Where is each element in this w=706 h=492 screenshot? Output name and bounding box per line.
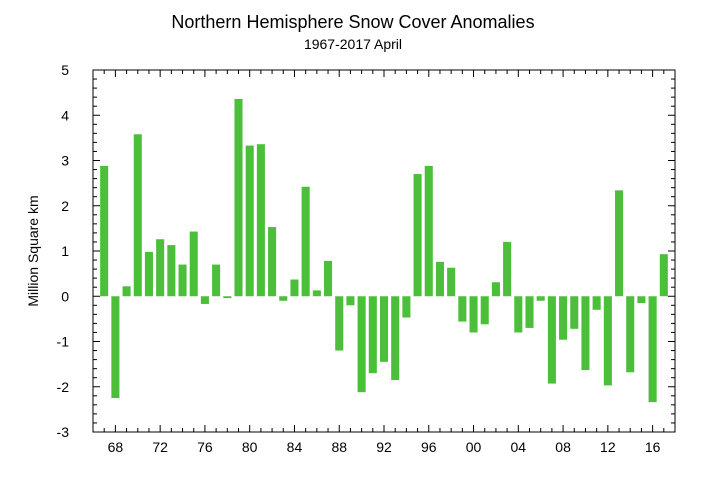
bar-2006	[536, 296, 545, 301]
bar-1987	[324, 260, 333, 297]
y-tick-label: 3	[61, 153, 69, 169]
y-tick-label: -1	[57, 334, 70, 350]
bar-1979	[234, 98, 243, 297]
x-tick-label: 08	[555, 439, 571, 455]
plot-frame	[92, 69, 676, 433]
y-tick-label: -3	[57, 424, 70, 440]
y-tick-label: 0	[61, 288, 69, 304]
bar-1967	[100, 165, 109, 297]
bar-1989	[346, 296, 355, 306]
bar-2015	[637, 296, 646, 304]
bar-2003	[503, 241, 512, 297]
x-tick-label: 68	[108, 439, 124, 455]
bar-2016	[648, 296, 657, 403]
bar-1994	[402, 296, 411, 318]
bar-1980	[245, 145, 254, 297]
bar-1972	[156, 239, 165, 297]
bar-1981	[256, 144, 265, 297]
y-tick-label: 4	[61, 107, 69, 123]
bar-1985	[301, 186, 310, 297]
bar-1970	[133, 134, 142, 297]
bar-1988	[335, 296, 344, 351]
bar-1983	[279, 296, 288, 301]
chart-subtitle: 1967-2017 April	[303, 36, 403, 52]
y-tick-label: 5	[61, 62, 69, 78]
bar-1968	[111, 296, 120, 399]
bar-1975	[189, 231, 198, 297]
bar-2007	[547, 296, 556, 384]
x-tick-label: 84	[287, 439, 303, 455]
bar-2004	[514, 296, 523, 333]
bar-1973	[167, 245, 176, 297]
bar-2009	[570, 296, 579, 329]
bar-1993	[391, 296, 400, 380]
bar-2005	[525, 296, 534, 328]
bar-2013	[615, 190, 624, 297]
bar-2011	[592, 296, 601, 310]
bar-1978	[223, 296, 232, 299]
x-tick-label: 88	[331, 439, 347, 455]
y-axis-label: Million Square km	[25, 195, 41, 306]
bar-1982	[268, 227, 277, 297]
x-tick-label: 92	[376, 439, 392, 455]
bar-2002	[491, 282, 500, 297]
bar-1969	[122, 286, 131, 297]
bar-1996	[424, 165, 433, 297]
bar-2008	[559, 296, 568, 340]
bar-2001	[480, 296, 489, 325]
x-tick-label: 00	[466, 439, 482, 455]
chart-title: Northern Hemisphere Snow Cover Anomalies	[171, 12, 535, 32]
x-tick-label: 96	[421, 439, 437, 455]
bar-1984	[290, 279, 299, 297]
bar-2000	[469, 296, 478, 333]
bar-2014	[626, 296, 635, 373]
bar-1986	[312, 290, 321, 297]
x-tick-label: 12	[600, 439, 616, 455]
x-tick-label: 80	[242, 439, 258, 455]
ticks-group	[93, 69, 675, 433]
y-tick-label: 1	[61, 243, 69, 259]
x-tick-label: 04	[511, 439, 527, 455]
bar-1990	[357, 296, 366, 393]
bar-1977	[212, 264, 221, 297]
bar-1997	[435, 261, 444, 297]
bar-1976	[200, 296, 209, 304]
bar-1999	[458, 296, 467, 322]
bar-1974	[178, 264, 187, 297]
bars-group	[100, 98, 668, 403]
y-tick-label: -2	[57, 379, 70, 395]
bar-1971	[144, 251, 153, 297]
bar-1992	[379, 296, 389, 362]
x-tick-label: 76	[197, 439, 213, 455]
bar-1995	[413, 174, 422, 297]
bar-2010	[581, 296, 590, 371]
bar-2017	[659, 254, 668, 297]
bar-1998	[447, 267, 456, 297]
bar-1991	[368, 296, 377, 374]
y-tick-label: 2	[61, 198, 69, 214]
x-tick-label: 72	[152, 439, 168, 455]
x-tick-label: 16	[645, 439, 661, 455]
bar-2012	[603, 296, 612, 386]
